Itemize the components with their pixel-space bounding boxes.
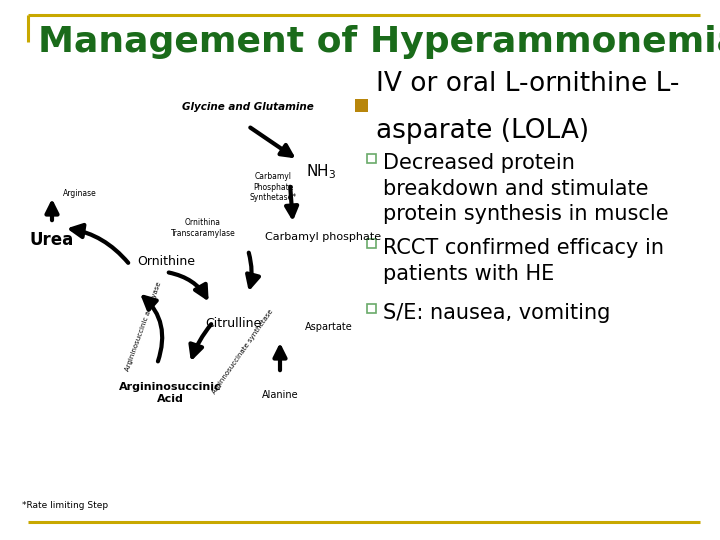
Text: Glycine and Glutamine: Glycine and Glutamine [182,102,314,112]
Text: IV or oral L-ornithine L-: IV or oral L-ornithine L- [376,71,680,97]
Bar [355,99,368,112]
Text: Decreased protein
breakdown and stimulate
protein synthesis in muscle: Decreased protein breakdown and stimulat… [383,153,669,224]
Text: NH$_3$: NH$_3$ [306,163,336,181]
Text: Citrulline: Citrulline [205,317,261,330]
Text: Management of Hyperammonemia: Management of Hyperammonemia [38,25,720,59]
Bar [367,304,376,313]
Text: Argininosuccinic acid lyase: Argininosuccinic acid lyase [124,281,162,373]
Text: Urea: Urea [30,231,74,249]
Text: Carbamyl phosphate: Carbamyl phosphate [265,232,381,242]
Text: RCCT confirmed efficacy in
patients with HE: RCCT confirmed efficacy in patients with… [383,238,664,284]
Text: Arginnosuccinate synthetase: Arginnosuccinate synthetase [212,309,274,395]
Text: Carbamyl
Phosphate
Synthetase*: Carbamyl Phosphate Synthetase* [249,172,297,202]
Text: asparate (LOLA): asparate (LOLA) [376,118,589,144]
Bar [367,154,376,163]
Text: Alanine: Alanine [261,390,298,400]
Text: S/E: nausea, vomiting: S/E: nausea, vomiting [383,303,611,323]
Text: *Rate limiting Step: *Rate limiting Step [22,501,108,510]
Text: Arginase: Arginase [63,188,97,198]
Bar [367,239,376,248]
Text: Aspartate: Aspartate [305,322,353,332]
Text: Ornithine: Ornithine [137,255,195,268]
Text: Argininosuccinic
Acid: Argininosuccinic Acid [119,382,221,403]
Text: Ornithina
Transcaramylase: Ornithina Transcaramylase [171,218,235,238]
